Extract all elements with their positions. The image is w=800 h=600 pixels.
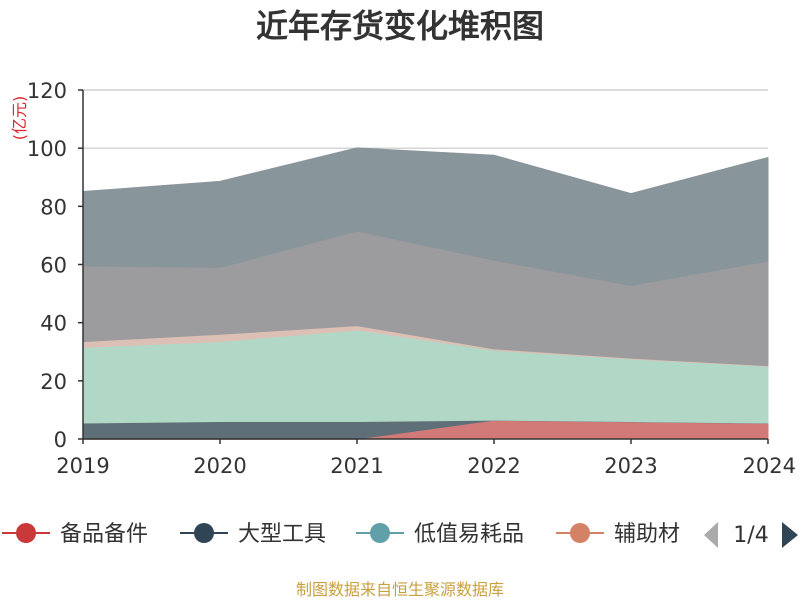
y-tick-label: 0	[54, 428, 67, 452]
legend-label: 大型工具	[238, 522, 326, 547]
y-tick-label: 120	[27, 79, 67, 103]
legend-prev-page-icon[interactable]	[704, 522, 718, 548]
legend-item-2[interactable]: 低值易耗品	[356, 522, 524, 547]
x-tick-label: 2021	[330, 454, 383, 478]
legend-label: 辅助材	[614, 522, 680, 547]
legend-label: 备品备件	[60, 522, 148, 547]
legend-swatch-dot	[370, 523, 390, 543]
x-tick-label: 2019	[56, 454, 109, 478]
y-tick-labels: 0 20 40 60 80 100 120	[27, 79, 67, 452]
legend-page-indicator: 1/4	[733, 523, 768, 548]
x-tick-label: 2022	[467, 454, 520, 478]
x-tick-labels: 2019 2020 2021 2022 2023 2024	[56, 454, 796, 478]
chart-title: 近年存货变化堆积图	[256, 7, 544, 45]
legend-swatch-dot	[16, 523, 36, 543]
area-series	[82, 147, 769, 440]
x-tick-label: 2023	[604, 454, 657, 478]
y-axis-unit: (亿元)	[10, 96, 29, 141]
x-tick-label: 2020	[193, 454, 246, 478]
axes	[78, 89, 769, 444]
y-tick-label: 40	[40, 312, 67, 336]
legend-swatch-dot	[194, 523, 214, 543]
legend-label: 低值易耗品	[414, 522, 524, 547]
data-source-note: 制图数据来自恒生聚源数据库	[296, 580, 504, 599]
legend-item-3[interactable]: 辅助材	[556, 522, 680, 547]
y-tick-label: 80	[40, 195, 67, 219]
x-tick-label: 2024	[743, 454, 796, 478]
legend-item-0[interactable]: 备品备件	[2, 522, 148, 547]
y-tick-label: 60	[40, 254, 67, 278]
legend-swatch-dot	[570, 523, 590, 543]
legend-item-1[interactable]: 大型工具	[180, 522, 326, 547]
series-line-5	[82, 147, 769, 195]
legend: 备品备件 大型工具 低值易耗品 辅助材 1/4	[2, 522, 798, 548]
y-tick-label: 100	[27, 137, 67, 161]
y-tick-label: 20	[40, 370, 67, 394]
legend-next-page-icon[interactable]	[782, 522, 798, 548]
